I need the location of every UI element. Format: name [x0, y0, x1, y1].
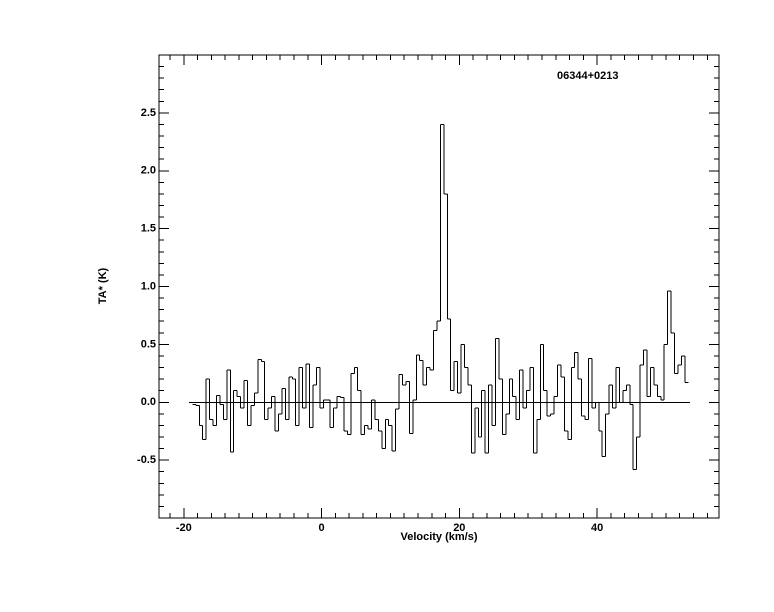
plot-frame [158, 54, 720, 519]
y-tick-label: 2.5 [141, 107, 156, 119]
x-tick-label: 40 [591, 522, 603, 534]
x-tick-label: 20 [453, 522, 465, 534]
y-tick-label: 0.0 [141, 396, 156, 408]
y-tick-label: 1.5 [141, 223, 156, 235]
y-tick-label: -0.5 [137, 454, 156, 466]
x-axis-label: Velocity (km/s) [400, 531, 477, 543]
chart-title: 06344+0213 [557, 70, 618, 82]
y-tick-label: 1.0 [141, 280, 156, 292]
y-tick-label: 0.5 [141, 338, 156, 350]
y-tick-label: 2.0 [141, 165, 156, 177]
x-tick-label: 0 [318, 522, 324, 534]
x-tick-label: -20 [176, 522, 192, 534]
y-axis-label: TA* (K) [97, 267, 109, 304]
